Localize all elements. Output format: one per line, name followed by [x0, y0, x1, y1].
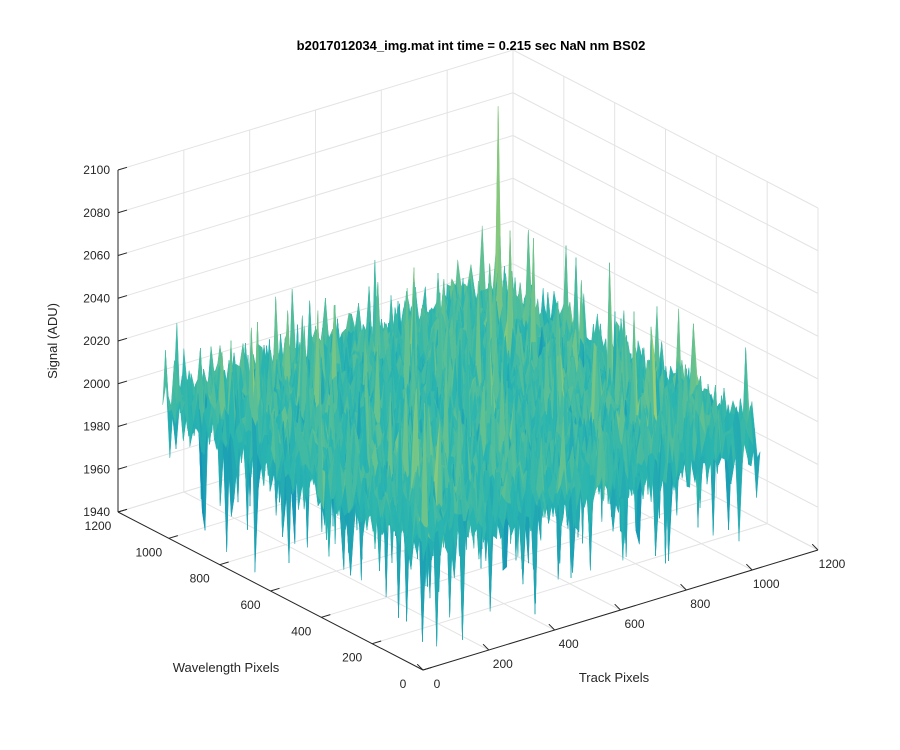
surface-mesh: [162, 106, 761, 647]
grid-line: [321, 496, 717, 618]
grid-line: [512, 92, 819, 252]
grid-line: [117, 177, 514, 299]
grid-line: [117, 92, 514, 214]
grid-line: [117, 220, 514, 342]
grid-line: [512, 177, 819, 337]
grid-line: [512, 220, 819, 380]
grid-line: [117, 49, 514, 171]
grid-line: [512, 135, 819, 294]
grid-line: [117, 135, 514, 256]
grid-line: [512, 49, 819, 209]
grid-line: [372, 523, 768, 645]
grid-line: [512, 263, 819, 423]
